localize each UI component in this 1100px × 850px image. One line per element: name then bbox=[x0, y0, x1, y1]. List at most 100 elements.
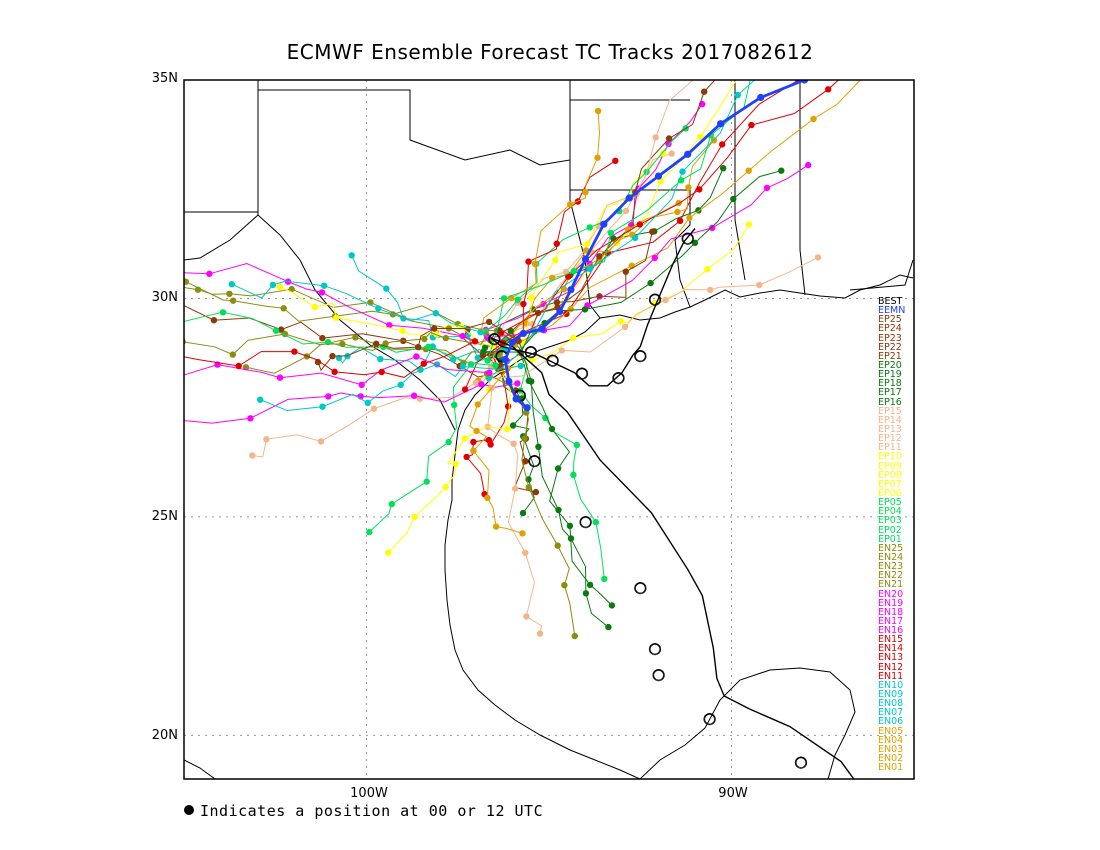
ensemble-position-marker bbox=[413, 353, 420, 360]
ensemble-position-marker bbox=[317, 438, 325, 445]
ensemble-position-marker bbox=[484, 494, 491, 502]
ensemble-position-marker bbox=[470, 438, 477, 446]
ensemble-position-marker bbox=[206, 270, 213, 277]
ensemble-position-marker bbox=[382, 340, 389, 347]
legend-item-en05: EN05 bbox=[878, 725, 904, 737]
ensemble-track bbox=[488, 256, 819, 380]
ensemble-position-marker bbox=[492, 523, 500, 530]
legend-item-en16: EN16 bbox=[878, 625, 904, 637]
ensemble-position-marker bbox=[364, 399, 371, 406]
ensemble-position-marker bbox=[737, 70, 743, 76]
ensemble-position-marker bbox=[263, 436, 270, 443]
legend-item-en01: EN01 bbox=[878, 762, 904, 774]
ensemble-position-marker bbox=[509, 422, 517, 429]
ensemble-position-marker bbox=[247, 415, 254, 422]
ensemble-position-marker bbox=[442, 334, 449, 342]
legend-item-ep06: EP06 bbox=[878, 487, 902, 499]
ensemble-mean-marker bbox=[800, 80, 809, 84]
mexico-west-coast bbox=[184, 759, 216, 779]
ensemble-position-marker bbox=[450, 356, 457, 363]
legend-item-en15: EN15 bbox=[878, 634, 904, 646]
ensemble-position-marker bbox=[522, 458, 529, 465]
ensemble-position-marker bbox=[68, 362, 74, 368]
map-border bbox=[183, 79, 915, 780]
legend-item-en23: EN23 bbox=[878, 561, 904, 573]
ensemble-position-marker bbox=[730, 195, 737, 203]
legend-item-ep15: EP15 bbox=[878, 405, 902, 417]
ensemble-position-marker bbox=[697, 71, 703, 77]
ensemble-position-marker bbox=[425, 343, 432, 350]
ensemble-position-marker bbox=[528, 294, 535, 301]
hurricane-symbol-icon: ○ bbox=[579, 512, 592, 530]
ensemble-position-marker bbox=[622, 268, 629, 275]
lat-label-35n: 35N bbox=[151, 71, 178, 86]
ensemble-position-marker bbox=[707, 286, 714, 294]
ensemble-position-marker bbox=[745, 221, 753, 228]
ensemble-track bbox=[252, 376, 488, 458]
state-border-ms-al bbox=[734, 80, 746, 281]
ensemble-position-marker bbox=[452, 460, 459, 467]
legend-item-en17: EN17 bbox=[878, 615, 904, 627]
legend-item-ep20: EP20 bbox=[878, 359, 902, 371]
ensemble-position-marker bbox=[521, 435, 528, 442]
ensemble-position-marker bbox=[608, 602, 616, 609]
ensemble-position-marker bbox=[701, 88, 708, 95]
footnote: Indicates a position at 00 or 12 UTC bbox=[184, 802, 543, 820]
ensemble-position-marker bbox=[710, 137, 718, 144]
ensemble-position-marker bbox=[226, 290, 233, 297]
ensemble-position-marker bbox=[432, 310, 439, 317]
ensemble-position-marker bbox=[504, 403, 512, 410]
ensemble-position-marker bbox=[480, 348, 487, 355]
ensemble-position-marker bbox=[553, 240, 560, 247]
ensemble-track bbox=[387, 387, 512, 554]
ensemble-position-marker bbox=[535, 443, 542, 450]
ensemble-position-marker bbox=[373, 340, 380, 347]
legend-item-en08: EN08 bbox=[878, 698, 904, 710]
ensemble-track bbox=[480, 110, 601, 332]
ensemble-position-marker bbox=[461, 435, 468, 442]
ensemble-position-marker bbox=[734, 91, 741, 99]
ensemble-position-marker bbox=[272, 327, 280, 334]
hurricane-symbol-icon: ○ bbox=[634, 578, 647, 596]
best-track-line bbox=[490, 228, 855, 779]
ensemble-position-marker bbox=[592, 518, 599, 526]
legend-item-ep05: EP05 bbox=[878, 497, 902, 509]
legend-item-en24: EN24 bbox=[878, 551, 904, 563]
ensemble-position-marker bbox=[805, 161, 812, 169]
ensemble-position-marker bbox=[333, 314, 340, 321]
ensemble-position-marker bbox=[528, 356, 536, 364]
ensemble-position-marker bbox=[512, 485, 519, 492]
legend-item-en03: EN03 bbox=[878, 743, 904, 755]
ensemble-position-marker bbox=[660, 150, 667, 157]
ensemble-position-marker bbox=[750, 54, 756, 60]
ensemble-position-marker bbox=[586, 224, 593, 231]
ensemble-position-marker bbox=[377, 355, 384, 363]
lon-label-100w: 100W bbox=[350, 786, 388, 801]
hurricane-symbol-icon: ○ bbox=[488, 329, 501, 347]
ensemble-position-marker bbox=[719, 141, 726, 148]
ensemble-position-marker bbox=[167, 322, 173, 328]
ensemble-position-marker bbox=[492, 362, 499, 369]
ensemble-position-marker bbox=[321, 282, 328, 289]
ensemble-position-marker bbox=[525, 484, 532, 491]
hurricane-symbol-icon: ○ bbox=[528, 451, 541, 469]
legend-item-en07: EN07 bbox=[878, 707, 904, 719]
legend-item-ep25: EP25 bbox=[878, 314, 902, 326]
ensemble-position-marker bbox=[594, 107, 602, 115]
legend-item-en14: EN14 bbox=[878, 643, 904, 655]
ensemble-position-marker bbox=[582, 189, 589, 196]
ensemble-position-marker bbox=[451, 401, 458, 409]
ensemble-position-marker bbox=[116, 275, 122, 281]
ensemble-position-marker bbox=[507, 327, 514, 334]
ensemble-position-marker bbox=[331, 368, 338, 375]
legend: BEST EEMN EP25 EP24 EP23 EP22 EP21 EP20 EP19 EP18… bbox=[878, 297, 918, 774]
legend-item-en20: EN20 bbox=[878, 588, 904, 600]
us-mexico-border bbox=[184, 214, 456, 431]
ensemble-position-marker bbox=[586, 265, 593, 272]
coastline-and-borders bbox=[184, 80, 914, 779]
ensemble-position-marker bbox=[531, 260, 539, 267]
hurricane-symbol-icon: ○ bbox=[648, 639, 661, 657]
ensemble-position-marker bbox=[370, 405, 378, 412]
ensemble-position-marker bbox=[566, 522, 574, 529]
ensemble-position-marker bbox=[810, 115, 817, 123]
